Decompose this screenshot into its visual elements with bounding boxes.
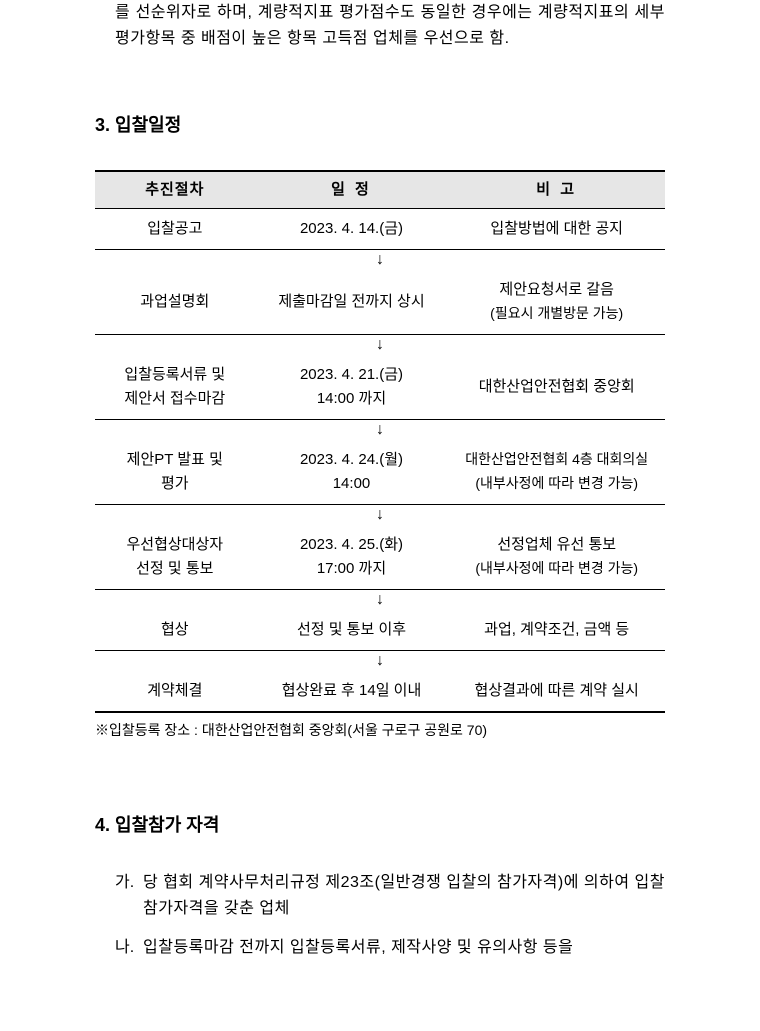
proc-line1: 제안PT 발표 및 [127, 451, 223, 468]
schedule-table: 추진절차 일 정 비 고 입찰공고 2023. 4. 14.(금) 입찰방법에 … [95, 170, 665, 713]
intro-paragraph: 를 선순위자로 하며, 계량적지표 평가점수도 동일한 경우에는 계량적지표의 … [95, 0, 665, 51]
list-item: 가. 당 협회 계약사무처리규정 제23조(일반경쟁 입찰의 참가자격)에 의하… [115, 870, 665, 921]
cell-procedure: 입찰등록서류 및 제안서 접수마감 [95, 355, 255, 420]
arrow-down-icon: ↓ [95, 504, 665, 525]
arrow-row: ↓ [95, 334, 665, 355]
cell-note: 제안요청서로 갈음 (필요시 개별방문 가능) [448, 270, 665, 335]
cell-date: 2023. 4. 25.(화) 17:00 까지 [255, 525, 449, 590]
cell-date: 협상완료 후 14일 이내 [255, 671, 449, 712]
cell-procedure: 제안PT 발표 및 평가 [95, 440, 255, 505]
arrow-row: ↓ [95, 504, 665, 525]
cell-date: 2023. 4. 21.(금) 14:00 까지 [255, 355, 449, 420]
table-row: 입찰공고 2023. 4. 14.(금) 입찰방법에 대한 공지 [95, 208, 665, 249]
list-content: 입찰등록마감 전까지 입찰등록서류, 제작사양 및 유의사항 등을 [143, 935, 665, 961]
proc-line2: 제안서 접수마감 [124, 390, 225, 407]
arrow-down-icon: ↓ [95, 589, 665, 610]
list-marker: 나. [115, 935, 143, 961]
cell-note: 대한산업안전협회 중앙회 [448, 355, 665, 420]
date-line2: 17:00 까지 [317, 560, 386, 577]
cell-procedure: 협상 [95, 610, 255, 651]
cell-procedure: 과업설명회 [95, 270, 255, 335]
table-row: 과업설명회 제출마감일 전까지 상시 제안요청서로 갈음 (필요시 개별방문 가… [95, 270, 665, 335]
arrow-row: ↓ [95, 419, 665, 440]
date-line1: 2023. 4. 21.(금) [300, 366, 403, 383]
proc-line1: 입찰등록서류 및 [124, 366, 225, 383]
arrow-row: ↓ [95, 650, 665, 671]
list-content: 당 협회 계약사무처리규정 제23조(일반경쟁 입찰의 참가자격)에 의하여 입… [143, 870, 665, 921]
arrow-down-icon: ↓ [95, 650, 665, 671]
note-line1: 선정업체 유선 통보 [497, 536, 616, 553]
cell-note: 선정업체 유선 통보 (내부사정에 따라 변경 가능) [448, 525, 665, 590]
table-row: 입찰등록서류 및 제안서 접수마감 2023. 4. 21.(금) 14:00 … [95, 355, 665, 420]
note-line2: (내부사정에 따라 변경 가능) [475, 560, 638, 576]
arrow-down-icon: ↓ [95, 334, 665, 355]
cell-date: 선정 및 통보 이후 [255, 610, 449, 651]
cell-note: 협상결과에 따른 계약 실시 [448, 671, 665, 712]
date-line2: 14:00 까지 [317, 390, 386, 407]
list-marker: 가. [115, 870, 143, 921]
table-row: 협상 선정 및 통보 이후 과업, 계약조건, 금액 등 [95, 610, 665, 651]
note-line2: (필요시 개별방문 가능) [490, 305, 623, 321]
cell-procedure: 계약체결 [95, 671, 255, 712]
cell-procedure: 우선협상대상자 선정 및 통보 [95, 525, 255, 590]
table-row: 계약체결 협상완료 후 14일 이내 협상결과에 따른 계약 실시 [95, 671, 665, 712]
proc-line2: 평가 [161, 475, 189, 492]
cell-note: 입찰방법에 대한 공지 [448, 208, 665, 249]
header-procedure: 추진절차 [95, 171, 255, 209]
cell-date: 2023. 4. 14.(금) [255, 208, 449, 249]
section4-list: 가. 당 협회 계약사무처리규정 제23조(일반경쟁 입찰의 참가자격)에 의하… [95, 870, 665, 961]
section4-title: 4. 입찰참가 자격 [95, 811, 665, 840]
section3-title: 3. 입찰일정 [95, 111, 665, 140]
date-line2: 14:00 [333, 475, 371, 492]
arrow-down-icon: ↓ [95, 419, 665, 440]
footnote-text: ※입찰등록 장소 : 대한산업안전협회 중앙회(서울 구로구 공원로 70) [95, 719, 665, 741]
arrow-row: ↓ [95, 249, 665, 270]
cell-procedure: 입찰공고 [95, 208, 255, 249]
date-line1: 2023. 4. 25.(화) [300, 536, 403, 553]
arrow-row: ↓ [95, 589, 665, 610]
note-line2: (내부사정에 따라 변경 가능) [475, 475, 638, 491]
cell-date: 제출마감일 전까지 상시 [255, 270, 449, 335]
note-line1: 대한산업안전협회 4층 대회의실 [465, 451, 648, 467]
cell-date: 2023. 4. 24.(월) 14:00 [255, 440, 449, 505]
cell-note: 과업, 계약조건, 금액 등 [448, 610, 665, 651]
proc-line2: 선정 및 통보 [136, 560, 213, 577]
cell-note: 대한산업안전협회 4층 대회의실 (내부사정에 따라 변경 가능) [448, 440, 665, 505]
proc-line1: 우선협상대상자 [126, 536, 223, 553]
arrow-down-icon: ↓ [95, 249, 665, 270]
table-row: 우선협상대상자 선정 및 통보 2023. 4. 25.(화) 17:00 까지… [95, 525, 665, 590]
header-date: 일 정 [255, 171, 449, 209]
list-item: 나. 입찰등록마감 전까지 입찰등록서류, 제작사양 및 유의사항 등을 [115, 935, 665, 961]
header-note: 비 고 [448, 171, 665, 209]
table-row: 제안PT 발표 및 평가 2023. 4. 24.(월) 14:00 대한산업안… [95, 440, 665, 505]
note-line1: 제안요청서로 갈음 [499, 281, 614, 298]
date-line1: 2023. 4. 24.(월) [300, 451, 403, 468]
